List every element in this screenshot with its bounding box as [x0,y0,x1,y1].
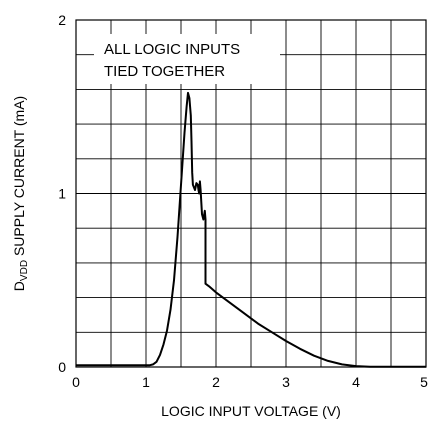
x-tick-label: 1 [142,374,150,390]
x-axis-label: LOGIC INPUT VOLTAGE (V) [161,403,341,419]
annotation-background [94,34,280,84]
y-axis-label-rest: SUPPLY CURRENT (mA) [11,96,27,260]
annotation-line-1: ALL LOGIC INPUTS [104,41,240,58]
y-axis-label-prefix: D [11,281,27,291]
y-axis-label: DVDD SUPPLY CURRENT (mA) [11,96,30,291]
y-axis-label-subscript: VDD [19,260,30,281]
series-line [76,91,426,368]
y-tick-label: 1 [58,186,66,202]
y-tick-label: 2 [58,12,66,28]
x-tick-label: 3 [282,374,290,390]
y-tick-labels: 0 1 2 [58,12,66,375]
y-tick-label: 0 [58,359,66,375]
x-tick-labels: 0 1 2 3 4 5 [72,374,428,390]
plot-frame [75,19,427,368]
x-tick-label: 5 [420,374,428,390]
annotation-line-2: TIED TOGETHER [104,63,225,80]
x-tick-label: 2 [212,374,220,390]
x-tick-label: 4 [352,374,360,390]
x-tick-label: 0 [72,374,80,390]
